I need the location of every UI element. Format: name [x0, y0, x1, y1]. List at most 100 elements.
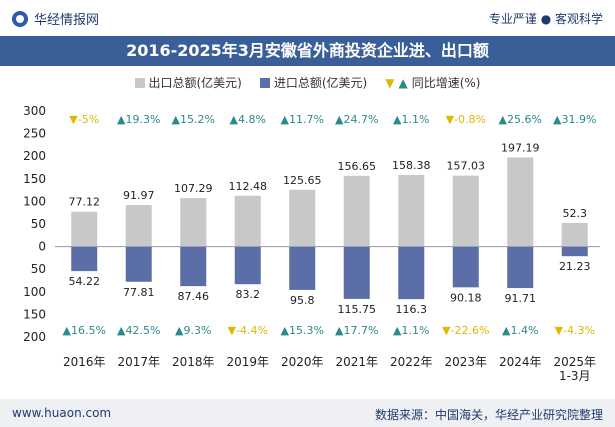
- footer-site: www.huaon.com: [12, 406, 112, 420]
- export-bar: [71, 211, 98, 247]
- import-value-label: 90.18: [450, 291, 482, 304]
- y-tick-label: 100: [23, 285, 46, 299]
- export-yoy-label: ▲19.3%: [117, 113, 160, 126]
- export-bar: [234, 195, 261, 247]
- down-triangle-icon: ▼: [385, 75, 395, 90]
- legend-export: 出口总额(亿美元): [134, 74, 242, 91]
- y-tick-label: 200: [23, 330, 46, 344]
- x-tick-label: 2016年: [63, 355, 106, 369]
- y-tick-label: 250: [23, 127, 46, 141]
- footer: www.huaon.com 数据来源：中国海关，华经产业研究院整理: [0, 399, 615, 427]
- import-yoy-label: ▲1.1%: [393, 324, 429, 337]
- export-value-label: 77.12: [69, 196, 101, 209]
- import-bar: [125, 246, 152, 282]
- export-value-label: 91.97: [123, 189, 155, 202]
- x-tick-label: 2024年: [499, 355, 542, 369]
- y-tick-label: 0: [38, 240, 46, 254]
- import-bar: [561, 246, 588, 257]
- y-tick-label: 150: [23, 307, 46, 321]
- x-tick-label: 1-3月: [559, 369, 591, 383]
- legend-export-swatch: [134, 77, 145, 88]
- import-bar: [180, 246, 207, 287]
- up-triangle-icon: ▲: [398, 75, 408, 90]
- export-value-label: 125.65: [283, 174, 322, 187]
- export-bar: [507, 157, 534, 247]
- import-bar: [507, 246, 534, 289]
- y-tick-label: 200: [23, 149, 46, 163]
- export-yoy-label: ▲25.6%: [499, 113, 542, 126]
- x-tick-label: 2022年: [390, 355, 433, 369]
- x-tick-label: 2025年: [553, 355, 596, 369]
- legend-yoy: ▼ ▲ 同比增速(%): [385, 74, 480, 91]
- import-yoy-label: ▼-4.3%: [555, 324, 595, 337]
- x-tick-label: 2017年: [117, 355, 160, 369]
- export-bar: [398, 175, 425, 247]
- tagline: 专业严谨 ● 客观科学: [488, 12, 603, 26]
- brand: 华经情报网: [12, 9, 99, 28]
- import-bar: [289, 246, 316, 290]
- legend-import-label: 进口总额(亿美元): [273, 76, 368, 90]
- export-value-label: 156.65: [338, 160, 377, 173]
- import-value-label: 115.75: [338, 303, 377, 316]
- x-tick-label: 2018年: [172, 355, 215, 369]
- import-value-label: 95.8: [290, 294, 315, 307]
- import-yoy-label: ▲42.5%: [117, 324, 160, 337]
- y-tick-label: 50: [31, 262, 46, 276]
- import-yoy-label: ▲1.4%: [502, 324, 538, 337]
- brand-logo-icon: [12, 10, 28, 27]
- export-value-label: 157.03: [447, 160, 486, 173]
- import-yoy-label: ▼-4.4%: [228, 324, 268, 337]
- y-tick-label: 100: [23, 194, 46, 208]
- y-tick-label: 50: [31, 217, 46, 231]
- export-value-label: 107.29: [174, 182, 213, 195]
- export-yoy-label: ▲24.7%: [335, 113, 378, 126]
- export-yoy-label: ▲15.2%: [172, 113, 215, 126]
- y-tick-label: 150: [23, 172, 46, 186]
- chart-title: 2016-2025年3月安徽省外商投资企业进、出口额: [0, 36, 615, 66]
- export-yoy-label: ▲4.8%: [230, 113, 266, 126]
- export-value-label: 112.48: [229, 180, 268, 193]
- top-bar: 华经情报网 专业严谨 ● 客观科学: [0, 0, 615, 36]
- brand-name: 华经情报网: [34, 13, 100, 28]
- legend-import: 进口总额(亿美元): [259, 74, 368, 91]
- export-bar: [180, 198, 207, 247]
- export-yoy-label: ▲1.1%: [393, 113, 429, 126]
- x-tick-label: 2020年: [281, 355, 324, 369]
- import-value-label: 21.23: [559, 260, 591, 273]
- import-value-label: 77.81: [123, 286, 155, 299]
- export-yoy-label: ▼-0.8%: [446, 113, 486, 126]
- import-value-label: 91.71: [505, 292, 537, 305]
- import-yoy-label: ▲17.7%: [335, 324, 378, 337]
- export-yoy-label: ▲31.9%: [553, 113, 596, 126]
- x-tick-label: 2023年: [444, 355, 487, 369]
- y-tick-label: 300: [23, 104, 46, 118]
- import-value-label: 54.22: [69, 275, 101, 288]
- x-tick-label: 2019年: [226, 355, 269, 369]
- export-bar: [289, 189, 316, 247]
- legend-export-label: 出口总额(亿美元): [148, 76, 242, 90]
- export-value-label: 52.3: [563, 207, 588, 220]
- export-bar: [125, 205, 152, 247]
- export-bar: [452, 175, 479, 247]
- import-yoy-label: ▲9.3%: [175, 324, 211, 337]
- legend-yoy-label: 同比增速(%): [411, 76, 481, 90]
- export-bar: [561, 222, 588, 247]
- legend-import-swatch: [259, 77, 270, 88]
- export-bar: [343, 175, 370, 247]
- footer-source: 数据来源：中国海关，华经产业研究院整理: [374, 408, 603, 422]
- import-value-label: 87.46: [178, 290, 210, 303]
- legend: 出口总额(亿美元) 进口总额(亿美元) ▼ ▲ 同比增速(%): [0, 74, 615, 91]
- import-bar: [398, 246, 425, 300]
- export-yoy-label: ▲11.7%: [281, 113, 324, 126]
- import-bar: [71, 246, 98, 272]
- export-value-label: 158.38: [392, 159, 431, 172]
- import-bar: [343, 246, 370, 299]
- import-yoy-label: ▲16.5%: [63, 324, 106, 337]
- x-tick-label: 2021年: [335, 355, 378, 369]
- import-yoy-label: ▼-22.6%: [442, 324, 489, 337]
- import-yoy-label: ▲15.3%: [281, 324, 324, 337]
- import-value-label: 83.2: [236, 288, 261, 301]
- import-bar: [452, 246, 479, 288]
- import-bar: [234, 246, 261, 285]
